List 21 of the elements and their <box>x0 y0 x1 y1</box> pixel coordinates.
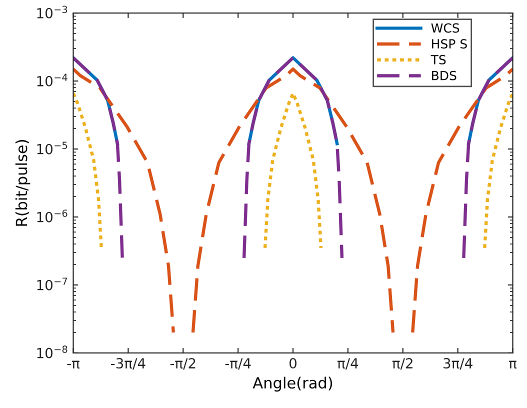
legend-label: WCS <box>431 23 460 33</box>
x-tick-label: -π/2 <box>170 358 196 370</box>
x-tick-label: π/4 <box>338 358 358 370</box>
y-axis-title: R(bit/pulse) <box>15 140 30 226</box>
x-tick-label: π <box>509 360 517 369</box>
legend-label: HSP S <box>432 39 467 49</box>
x-tick-label: -3π/4 <box>111 358 146 370</box>
x-tick-label: 3π/4 <box>444 358 472 370</box>
y-tick-label: 10$^{−3}$ <box>37 6 68 18</box>
legend-label: TS <box>430 54 446 64</box>
y-tick-label: 10$^{−4}$ <box>37 74 68 86</box>
x-tick-label: 0 <box>290 358 297 369</box>
x-tick-label: -π <box>67 360 80 369</box>
x-tick-label: -π/4 <box>225 358 251 370</box>
x-axis-title: Angle(rad) <box>252 376 332 392</box>
y-tick-label: 10$^{−5}$ <box>37 142 68 154</box>
x-tick-label: π/2 <box>392 358 412 370</box>
y-tick-label: 10$^{−7}$ <box>37 278 68 290</box>
y-tick-label: 10$^{−8}$ <box>37 346 68 358</box>
legend-label: BDS <box>432 70 456 80</box>
y-tick-label: 10$^{−6}$ <box>37 210 68 222</box>
